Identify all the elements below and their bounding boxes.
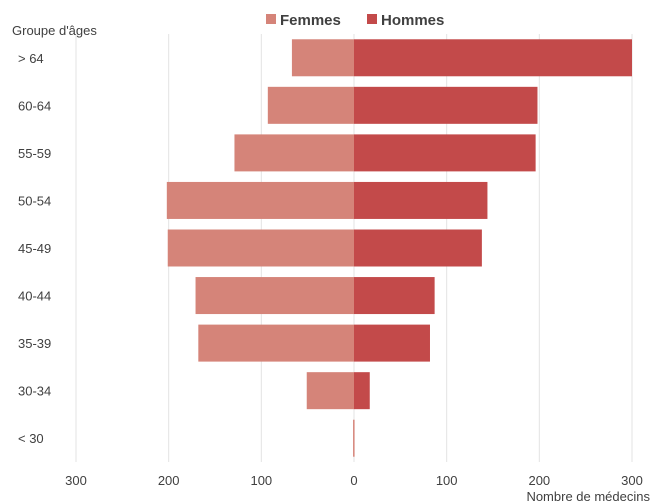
bar-femmes-45-49 [167,229,354,267]
x-tick-label: 100 [436,473,458,488]
y-tick-label: 35-39 [18,336,51,351]
x-tick-label: 200 [528,473,550,488]
bar-femmes-50-54 [166,181,354,219]
bar-femmes-55-59 [234,134,354,172]
bar-hommes-35-39 [354,324,430,362]
legend-swatch-hommes [367,14,377,24]
legend-label-hommes: Hommes [381,12,444,29]
y-tick-label: 45-49 [18,241,51,256]
bar-hommes-gt-64 [354,39,632,77]
legend-label-femmes: Femmes [280,12,341,29]
y-axis-title: Groupe d'âges [12,23,97,38]
bar-femmes-35-39 [198,324,354,362]
y-tick-label: 30-34 [18,384,51,399]
legend-swatch-femmes [266,14,276,24]
bar-femmes-gt-64 [291,39,354,77]
x-axis-title: Nombre de médecins [526,489,650,504]
bar-femmes-30-34 [306,372,354,410]
y-axis-tick-labels: < 30 30-34 35-39 40-44 45-49 50-54 55-59 60-64 >… [18,51,51,446]
bar-hommes-30-34 [354,372,370,410]
y-tick-label: 50-54 [18,193,51,208]
bars [166,39,632,457]
bar-hommes-45-49 [354,229,482,267]
x-tick-label: 300 [621,473,643,488]
bar-hommes-60-64 [354,86,538,124]
y-tick-label: 40-44 [18,289,51,304]
bar-hommes-40-44 [354,277,435,315]
x-tick-label: 300 [65,473,87,488]
y-tick-label: < 30 [18,431,44,446]
bar-femmes-40-44 [195,277,354,315]
y-tick-label: 60-64 [18,98,51,113]
y-tick-label: 55-59 [18,146,51,161]
x-tick-label: 0 [350,473,357,488]
legend: Femmes Hommes [266,12,444,29]
bar-femmes-60-64 [267,86,354,124]
x-tick-label: 100 [250,473,272,488]
x-tick-label: 200 [158,473,180,488]
bar-femmes-lt-30 [353,419,355,457]
x-axis-tick-labels: 300 200 100 0 100 200 300 [65,473,643,488]
y-tick-label: > 64 [18,51,44,66]
bar-hommes-55-59 [354,134,536,172]
bar-hommes-50-54 [354,181,488,219]
